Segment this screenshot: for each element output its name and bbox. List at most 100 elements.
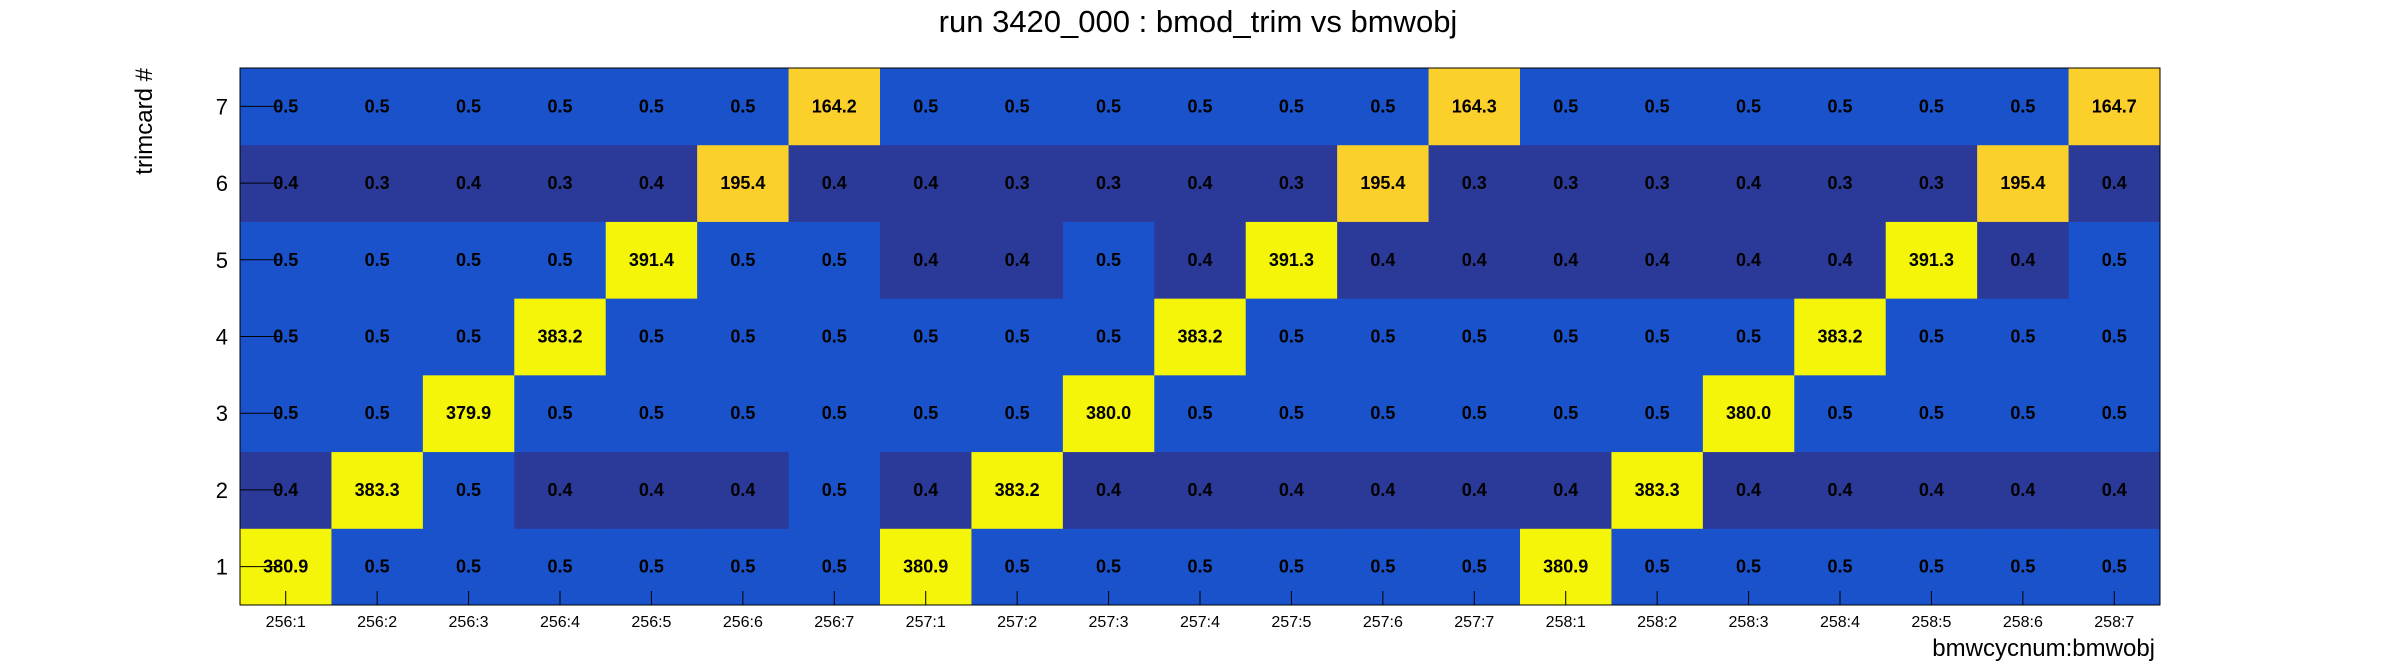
cell-value-label: 0.5 [273, 250, 298, 270]
heatmap-cell [1520, 374, 1612, 453]
cell-value-label: 0.5 [1553, 327, 1578, 347]
x-tick-label: 257:7 [1454, 614, 1494, 631]
heatmap-cell [1611, 144, 1704, 222]
cell-value-label: 0.5 [547, 557, 572, 577]
heatmap-cell [1154, 68, 1247, 146]
cell-value-label: 0.3 [1827, 173, 1852, 193]
cell-value-label: 0.4 [822, 173, 847, 193]
cell-value-label: 0.5 [1919, 557, 1944, 577]
heatmap-cell [1794, 68, 1887, 146]
cell-value-label: 0.4 [1553, 480, 1578, 500]
cell-value-label: 195.4 [2000, 173, 2045, 193]
y-axis: 1 2 3 4 5 6 7 [216, 68, 280, 605]
heatmap-cell [514, 374, 607, 453]
cell-value-label: 0.5 [2010, 403, 2035, 423]
heatmap-cell [1428, 451, 1521, 529]
cell-value-label: 380.9 [903, 557, 948, 577]
heatmap-cell [880, 451, 972, 529]
heatmap-cell [1702, 144, 1795, 222]
heatmap-cell [331, 221, 424, 299]
x-tick-label: 256:4 [540, 614, 580, 631]
heatmap-cell [2068, 374, 2161, 453]
cell-value-label: 0.4 [1736, 173, 1761, 193]
y-tick-label: 6 [216, 171, 228, 196]
heatmap-cell [697, 451, 790, 529]
cell-value-label: 380.9 [1543, 557, 1588, 577]
cell-value-label: 0.3 [1279, 173, 1304, 193]
heatmap-cell [1611, 68, 1704, 146]
heatmap-cell [1520, 298, 1612, 376]
heatmap-cell [1337, 144, 1430, 222]
heatmap-cell [1977, 68, 2070, 146]
cell-value-label: 0.5 [1187, 96, 1212, 116]
cell-value-label: 0.4 [1919, 480, 1944, 500]
cell-value-label: 0.5 [456, 96, 481, 116]
cell-value-label: 0.5 [365, 557, 390, 577]
cell-value-label: 0.5 [1736, 96, 1761, 116]
cell-value-label: 0.4 [1736, 250, 1761, 270]
cell-value-label: 0.3 [1005, 173, 1030, 193]
heatmap-cell [331, 451, 424, 529]
heatmap-cell [880, 298, 972, 376]
heatmap-cell [605, 298, 698, 376]
heatmap-cell [2068, 68, 2161, 146]
cell-value-label: 0.5 [1736, 327, 1761, 347]
cell-value-label: 0.5 [1827, 96, 1852, 116]
heatmap-cell [1154, 374, 1247, 453]
heatmap-cell [1245, 451, 1338, 529]
cell-value-label: 0.5 [273, 403, 298, 423]
heatmap-cell [1977, 298, 2070, 376]
cell-value-label: 0.5 [730, 403, 755, 423]
y-axis-title: trimcard # [131, 67, 158, 174]
cell-value-label: 391.3 [1269, 250, 1314, 270]
cell-value-label: 0.5 [913, 403, 938, 423]
cell-value-label: 0.5 [1187, 403, 1212, 423]
cell-value-label: 0.5 [1919, 403, 1944, 423]
y-tick-label: 2 [216, 478, 228, 503]
heatmap-cell [1520, 144, 1612, 222]
cell-value-label: 0.5 [1462, 403, 1487, 423]
heatmap-cell [1428, 221, 1521, 299]
heatmap-cell [1062, 374, 1155, 453]
heatmap-cell [1337, 451, 1430, 529]
cell-value-label: 0.4 [1187, 250, 1212, 270]
cell-value-label: 380.0 [1726, 403, 1771, 423]
y-tick-label: 7 [216, 94, 228, 119]
heatmap-cell [697, 144, 790, 222]
cell-value-label: 0.5 [822, 480, 847, 500]
cell-value-label: 0.4 [547, 480, 572, 500]
cell-value-label: 0.5 [639, 557, 664, 577]
heatmap-cell [1245, 374, 1338, 453]
cell-value-label: 391.4 [629, 250, 674, 270]
heatmap-cell [331, 374, 424, 453]
cell-value-label: 379.9 [446, 403, 491, 423]
cell-value-label: 0.5 [2010, 327, 2035, 347]
cell-value-label: 0.4 [639, 480, 664, 500]
heatmap-cell [788, 374, 881, 453]
cell-value-label: 0.4 [273, 173, 298, 193]
cell-value-label: 0.5 [1645, 96, 1670, 116]
cell-value-label: 0.5 [1919, 96, 1944, 116]
cell-value-label: 0.5 [1462, 557, 1487, 577]
x-tick-label: 257:5 [1271, 614, 1311, 631]
heatmap-cell [697, 298, 790, 376]
heatmap-cell [788, 144, 881, 222]
heatmap-cell [971, 374, 1064, 453]
heatmap-cell [880, 144, 972, 222]
heatmap-cell [1977, 374, 2070, 453]
heatmap-cell [880, 221, 972, 299]
cell-value-label: 0.4 [1005, 250, 1030, 270]
x-tick-label: 258:7 [2094, 614, 2134, 631]
heatmap-cell [788, 298, 881, 376]
cell-value-label: 0.5 [456, 250, 481, 270]
heatmap-cell [1977, 144, 2070, 222]
cell-value-label: 0.5 [456, 557, 481, 577]
cell-value-label: 0.5 [1096, 96, 1121, 116]
x-tick-label: 256:7 [814, 614, 854, 631]
heatmap-cell [422, 68, 515, 146]
cell-value-label: 0.5 [1005, 96, 1030, 116]
heatmap-cell [1245, 298, 1338, 376]
x-tick-label: 258:1 [1546, 614, 1586, 631]
cell-value-label: 0.5 [365, 403, 390, 423]
cell-value-label: 0.5 [2102, 250, 2127, 270]
